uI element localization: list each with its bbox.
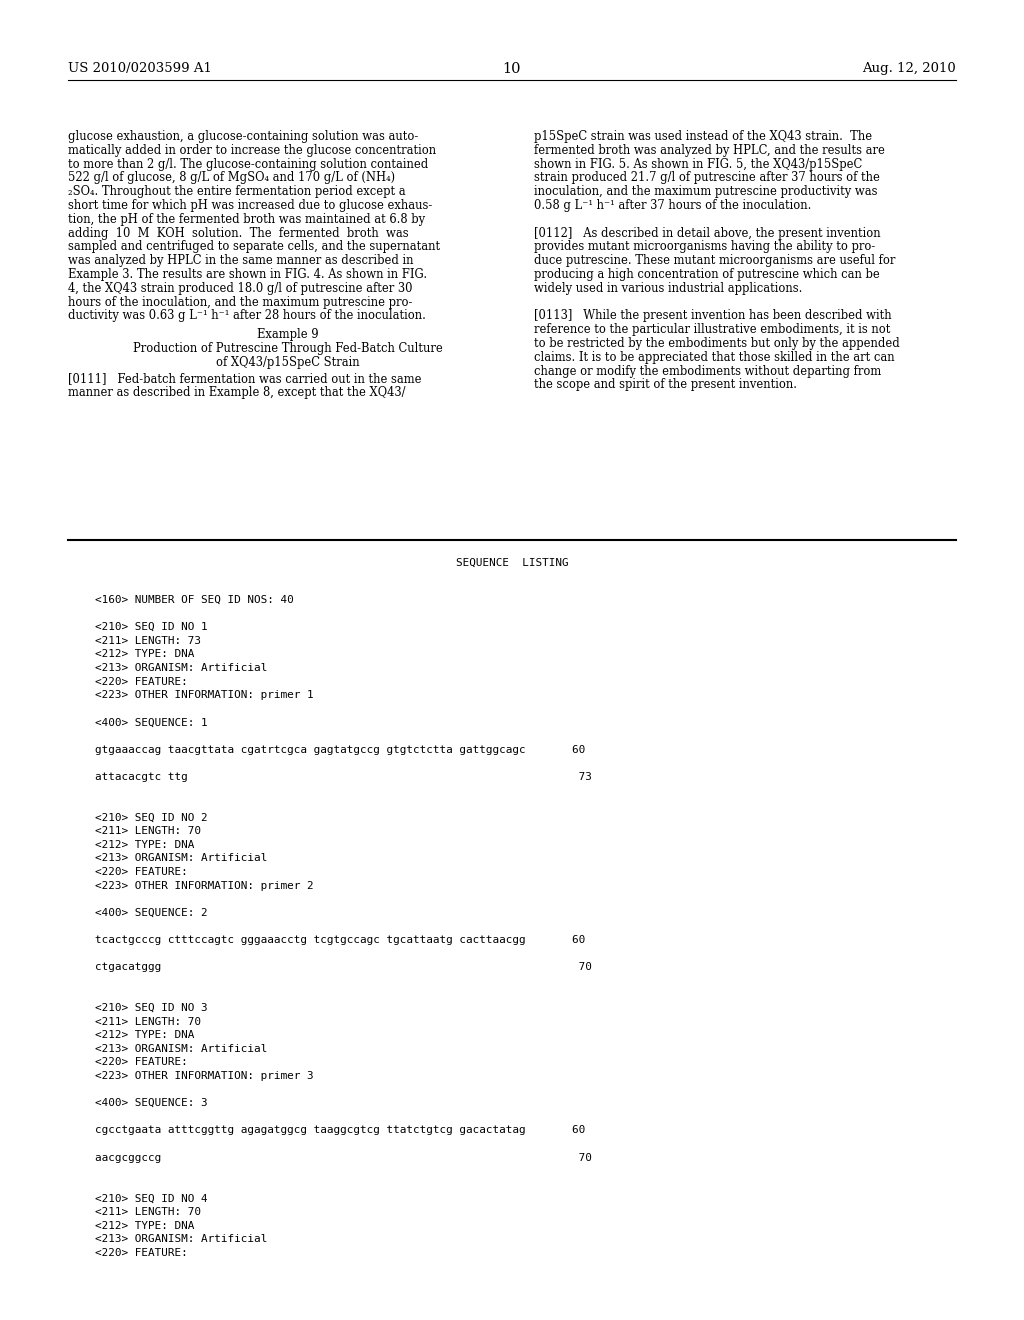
Text: [0111]   Fed-batch fermentation was carried out in the same: [0111] Fed-batch fermentation was carrie…: [68, 372, 422, 385]
Text: strain produced 21.7 g/l of putrescine after 37 hours of the: strain produced 21.7 g/l of putrescine a…: [534, 172, 880, 185]
Text: shown in FIG. 5. As shown in FIG. 5, the XQ43/p15SpeC: shown in FIG. 5. As shown in FIG. 5, the…: [534, 157, 862, 170]
Text: <210> SEQ ID NO 3: <210> SEQ ID NO 3: [95, 1003, 208, 1012]
Text: p15SpeC strain was used instead of the XQ43 strain.  The: p15SpeC strain was used instead of the X…: [534, 129, 872, 143]
Text: <400> SEQUENCE: 3: <400> SEQUENCE: 3: [95, 1098, 208, 1109]
Text: <212> TYPE: DNA: <212> TYPE: DNA: [95, 1030, 195, 1040]
Text: <213> ORGANISM: Artificial: <213> ORGANISM: Artificial: [95, 663, 267, 673]
Text: Example 3. The results are shown in FIG. 4. As shown in FIG.: Example 3. The results are shown in FIG.…: [68, 268, 427, 281]
Text: <212> TYPE: DNA: <212> TYPE: DNA: [95, 1221, 195, 1230]
Text: glucose exhaustion, a glucose-containing solution was auto-: glucose exhaustion, a glucose-containing…: [68, 129, 418, 143]
Text: <223> OTHER INFORMATION: primer 3: <223> OTHER INFORMATION: primer 3: [95, 1071, 313, 1081]
Text: [0113]   While the present invention has been described with: [0113] While the present invention has b…: [534, 309, 892, 322]
Text: producing a high concentration of putrescine which can be: producing a high concentration of putres…: [534, 268, 880, 281]
Text: ctgacatggg                                                               70: ctgacatggg 70: [95, 962, 592, 973]
Text: inoculation, and the maximum putrescine productivity was: inoculation, and the maximum putrescine …: [534, 185, 878, 198]
Text: <220> FEATURE:: <220> FEATURE:: [95, 867, 187, 876]
Text: <210> SEQ ID NO 4: <210> SEQ ID NO 4: [95, 1193, 208, 1204]
Text: <211> LENGTH: 70: <211> LENGTH: 70: [95, 1206, 201, 1217]
Text: aacgcggccg                                                               70: aacgcggccg 70: [95, 1152, 592, 1163]
Text: of XQ43/p15SpeC Strain: of XQ43/p15SpeC Strain: [216, 356, 359, 368]
Text: <213> ORGANISM: Artificial: <213> ORGANISM: Artificial: [95, 1234, 267, 1245]
Text: hours of the inoculation, and the maximum putrescine pro-: hours of the inoculation, and the maximu…: [68, 296, 413, 309]
Text: 10: 10: [503, 62, 521, 77]
Text: 0.58 g L⁻¹ h⁻¹ after 37 hours of the inoculation.: 0.58 g L⁻¹ h⁻¹ after 37 hours of the ino…: [534, 199, 811, 213]
Text: US 2010/0203599 A1: US 2010/0203599 A1: [68, 62, 212, 75]
Text: <213> ORGANISM: Artificial: <213> ORGANISM: Artificial: [95, 854, 267, 863]
Text: <223> OTHER INFORMATION: primer 1: <223> OTHER INFORMATION: primer 1: [95, 690, 313, 700]
Text: sampled and centrifuged to separate cells, and the supernatant: sampled and centrifuged to separate cell…: [68, 240, 440, 253]
Text: ductivity was 0.63 g L⁻¹ h⁻¹ after 28 hours of the inoculation.: ductivity was 0.63 g L⁻¹ h⁻¹ after 28 ho…: [68, 309, 426, 322]
Text: <211> LENGTH: 70: <211> LENGTH: 70: [95, 826, 201, 836]
Text: tion, the pH of the fermented broth was maintained at 6.8 by: tion, the pH of the fermented broth was …: [68, 213, 425, 226]
Text: <220> FEATURE:: <220> FEATURE:: [95, 677, 187, 686]
Text: provides mutant microorganisms having the ability to pro-: provides mutant microorganisms having th…: [534, 240, 876, 253]
Text: manner as described in Example 8, except that the XQ43/: manner as described in Example 8, except…: [68, 387, 406, 400]
Text: [0112]   As described in detail above, the present invention: [0112] As described in detail above, the…: [534, 227, 881, 240]
Text: <211> LENGTH: 73: <211> LENGTH: 73: [95, 636, 201, 645]
Text: fermented broth was analyzed by HPLC, and the results are: fermented broth was analyzed by HPLC, an…: [534, 144, 885, 157]
Text: Example 9: Example 9: [257, 329, 318, 341]
Text: <223> OTHER INFORMATION: primer 2: <223> OTHER INFORMATION: primer 2: [95, 880, 313, 891]
Text: reference to the particular illustrative embodiments, it is not: reference to the particular illustrative…: [534, 323, 891, 337]
Text: <160> NUMBER OF SEQ ID NOS: 40: <160> NUMBER OF SEQ ID NOS: 40: [95, 595, 294, 605]
Text: ₂SO₄. Throughout the entire fermentation period except a: ₂SO₄. Throughout the entire fermentation…: [68, 185, 406, 198]
Text: <400> SEQUENCE: 1: <400> SEQUENCE: 1: [95, 717, 208, 727]
Text: <400> SEQUENCE: 2: <400> SEQUENCE: 2: [95, 908, 208, 917]
Text: to more than 2 g/l. The glucose-containing solution contained: to more than 2 g/l. The glucose-containi…: [68, 157, 428, 170]
Text: duce putrescine. These mutant microorganisms are useful for: duce putrescine. These mutant microorgan…: [534, 255, 895, 267]
Text: SEQUENCE  LISTING: SEQUENCE LISTING: [456, 558, 568, 568]
Text: 4, the XQ43 strain produced 18.0 g/l of putrescine after 30: 4, the XQ43 strain produced 18.0 g/l of …: [68, 281, 413, 294]
Text: claims. It is to be appreciated that those skilled in the art can: claims. It is to be appreciated that tho…: [534, 351, 895, 364]
Text: tcactgcccg ctttccagtc gggaaacctg tcgtgccagc tgcattaatg cacttaacgg       60: tcactgcccg ctttccagtc gggaaacctg tcgtgcc…: [95, 935, 586, 945]
Text: <213> ORGANISM: Artificial: <213> ORGANISM: Artificial: [95, 1044, 267, 1053]
Text: <210> SEQ ID NO 2: <210> SEQ ID NO 2: [95, 813, 208, 822]
Text: <220> FEATURE:: <220> FEATURE:: [95, 1057, 187, 1068]
Text: attacacgtc ttg                                                           73: attacacgtc ttg 73: [95, 772, 592, 781]
Text: cgcctgaata atttcggttg agagatggcg taaggcgtcg ttatctgtcg gacactatag       60: cgcctgaata atttcggttg agagatggcg taaggcg…: [95, 1126, 586, 1135]
Text: short time for which pH was increased due to glucose exhaus-: short time for which pH was increased du…: [68, 199, 432, 213]
Text: change or modify the embodiments without departing from: change or modify the embodiments without…: [534, 364, 882, 378]
Text: <220> FEATURE:: <220> FEATURE:: [95, 1247, 187, 1258]
Text: matically added in order to increase the glucose concentration: matically added in order to increase the…: [68, 144, 436, 157]
Text: widely used in various industrial applications.: widely used in various industrial applic…: [534, 281, 803, 294]
Text: gtgaaaccag taacgttata cgatrtcgca gagtatgccg gtgtctctta gattggcagc       60: gtgaaaccag taacgttata cgatrtcgca gagtatg…: [95, 744, 586, 755]
Text: to be restricted by the embodiments but only by the appended: to be restricted by the embodiments but …: [534, 337, 900, 350]
Text: <211> LENGTH: 70: <211> LENGTH: 70: [95, 1016, 201, 1027]
Text: the scope and spirit of the present invention.: the scope and spirit of the present inve…: [534, 379, 797, 392]
Text: 522 g/l of glucose, 8 g/L of MgSO₄ and 170 g/L of (NH₄): 522 g/l of glucose, 8 g/L of MgSO₄ and 1…: [68, 172, 395, 185]
Text: <210> SEQ ID NO 1: <210> SEQ ID NO 1: [95, 622, 208, 632]
Text: Aug. 12, 2010: Aug. 12, 2010: [862, 62, 956, 75]
Text: Production of Putrescine Through Fed-Batch Culture: Production of Putrescine Through Fed-Bat…: [133, 342, 442, 355]
Text: <212> TYPE: DNA: <212> TYPE: DNA: [95, 649, 195, 660]
Text: adding  10  M  KOH  solution.  The  fermented  broth  was: adding 10 M KOH solution. The fermented …: [68, 227, 409, 240]
Text: was analyzed by HPLC in the same manner as described in: was analyzed by HPLC in the same manner …: [68, 255, 414, 267]
Text: <212> TYPE: DNA: <212> TYPE: DNA: [95, 840, 195, 850]
